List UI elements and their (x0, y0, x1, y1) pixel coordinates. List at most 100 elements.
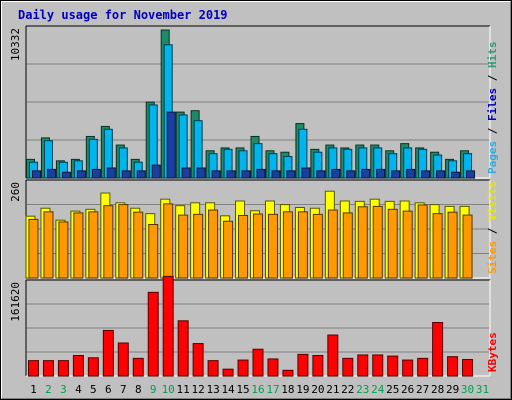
bar-kbytes-day-4 (72, 355, 84, 377)
bar-sites-day-3 (58, 221, 69, 279)
bar-pages-day-25 (391, 170, 401, 179)
day-label-3: 3 (60, 383, 67, 396)
bar-kbytes-day-5 (87, 357, 99, 377)
bar-pages-day-2 (46, 168, 56, 179)
day-label-2: 2 (45, 383, 52, 396)
bar-kbytes-day-13 (207, 360, 219, 377)
day-label-7: 7 (120, 383, 127, 396)
bar-sites-day-24 (372, 205, 383, 279)
day-label-6: 6 (105, 383, 112, 396)
day-label-14: 14 (221, 383, 235, 396)
bar-kbytes-day-28 (432, 321, 444, 377)
bar-kbytes-day-29 (447, 356, 459, 377)
bar-sites-day-1 (28, 218, 39, 279)
bar-kbytes-day-1 (27, 360, 39, 377)
bar-kbytes-day-2 (42, 360, 54, 377)
legend-entry: KBytes (486, 332, 499, 372)
bar-pages-day-28 (436, 170, 446, 179)
bar-pages-day-6 (106, 167, 116, 179)
bar-kbytes-day-15 (237, 359, 249, 377)
bar-pages-day-21 (331, 168, 341, 179)
bar-kbytes-day-22 (342, 357, 354, 377)
day-label-25: 25 (386, 383, 399, 396)
day-label-16: 16 (251, 383, 264, 396)
legend-entry: / (486, 121, 499, 141)
bar-pages-day-26 (406, 168, 416, 179)
bar-pages-day-3 (61, 171, 71, 179)
bar-kbytes-day-30 (462, 358, 474, 377)
bar-kbytes-day-14 (222, 368, 234, 377)
bar-sites-day-18 (282, 211, 293, 279)
bar-sites-day-17 (267, 213, 278, 279)
panel-visits-legend: Sites / Visits (486, 181, 499, 274)
day-label-4: 4 (75, 383, 82, 396)
bar-pages-day-17 (271, 170, 281, 179)
bar-pages-day-10 (166, 111, 176, 179)
bar-sites-day-20 (312, 213, 323, 279)
day-label-12: 12 (192, 383, 205, 396)
bar-sites-day-4 (73, 212, 84, 279)
legend-entry: / (486, 68, 499, 88)
legend-entry: Visits (486, 181, 499, 221)
bar-kbytes-day-3 (57, 360, 69, 377)
day-label-30: 30 (461, 383, 474, 396)
bar-kbytes-day-20 (312, 355, 324, 377)
bar-sites-day-28 (432, 213, 443, 279)
panel-kbytes-max-label: 161620 (9, 282, 22, 322)
bar-sites-day-21 (327, 209, 338, 279)
bar-pages-day-8 (136, 170, 146, 179)
day-label-29: 29 (446, 383, 459, 396)
bar-sites-day-27 (417, 204, 428, 279)
bar-pages-day-16 (256, 168, 266, 179)
legend-entry: Files (486, 88, 499, 121)
day-label-9: 9 (150, 383, 157, 396)
bar-kbytes-day-16 (252, 348, 264, 377)
bar-pages-day-22 (346, 170, 356, 179)
bar-kbytes-day-19 (297, 353, 309, 377)
bar-sites-day-25 (387, 208, 398, 279)
bar-sites-day-22 (342, 212, 353, 279)
bar-pages-day-11 (181, 167, 191, 179)
panel-requests-legend: Pages / Files / Hits (486, 42, 499, 175)
panel-visits-max-label: 260 (9, 182, 22, 202)
bar-sites-day-26 (402, 210, 413, 279)
bar-kbytes-day-9 (147, 291, 159, 377)
bar-kbytes-day-21 (327, 334, 339, 377)
bar-pages-day-14 (226, 170, 236, 179)
bar-sites-day-19 (297, 211, 308, 279)
bar-pages-day-1 (31, 170, 41, 179)
day-label-20: 20 (311, 383, 324, 396)
day-label-19: 19 (296, 383, 309, 396)
legend-entry: Hits (486, 42, 499, 69)
day-label-10: 10 (162, 383, 175, 396)
day-label-23: 23 (356, 383, 369, 396)
bar-pages-day-4 (76, 170, 86, 179)
day-label-5: 5 (90, 383, 97, 396)
bar-pages-day-12 (196, 167, 206, 179)
bar-sites-day-7 (118, 204, 129, 279)
day-label-26: 26 (401, 383, 414, 396)
day-label-31: 31 (476, 383, 489, 396)
bar-sites-day-9 (148, 223, 159, 279)
bar-pages-day-5 (91, 168, 101, 179)
day-label-17: 17 (266, 383, 279, 396)
panel-requests-max-label: 10332 (9, 28, 22, 61)
bar-kbytes-day-7 (117, 342, 129, 377)
bar-kbytes-day-10 (162, 275, 174, 377)
day-label-18: 18 (281, 383, 294, 396)
bar-kbytes-day-8 (132, 357, 144, 377)
day-label-8: 8 (135, 383, 142, 396)
day-label-28: 28 (431, 383, 444, 396)
bar-pages-day-18 (286, 170, 296, 179)
bar-kbytes-day-11 (177, 320, 189, 377)
bar-sites-day-14 (223, 220, 234, 279)
day-label-13: 13 (206, 383, 219, 396)
bar-sites-day-8 (133, 211, 144, 279)
bar-kbytes-day-27 (417, 357, 429, 377)
panel-kbytes-legend: KBytes (486, 332, 499, 372)
bar-pages-day-27 (421, 170, 431, 179)
bar-sites-day-23 (357, 206, 368, 279)
day-label-15: 15 (236, 383, 249, 396)
